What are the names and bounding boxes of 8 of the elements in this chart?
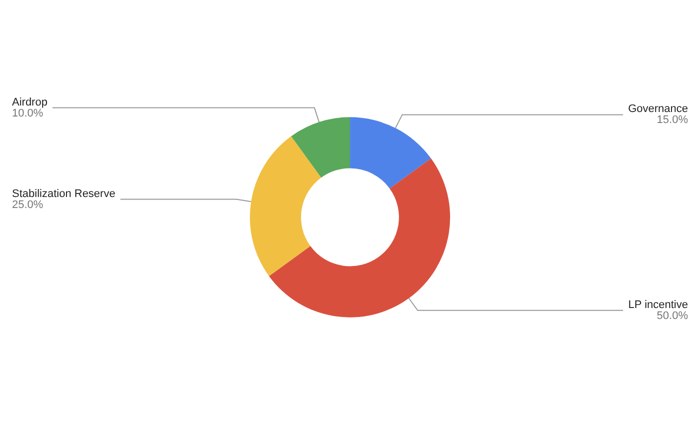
data-label: 10.0%: [12, 107, 44, 120]
data-label: 15.0%: [656, 114, 688, 126]
data-label: 25.0%: [12, 198, 44, 211]
slice-label: LP incentive: [628, 298, 688, 311]
slice-label: Airdrop: [12, 96, 48, 108]
slice-label: Governance: [628, 103, 688, 116]
data-label: 50.0%: [656, 310, 688, 322]
slice-label: Stabilization Reserve: [12, 188, 116, 200]
